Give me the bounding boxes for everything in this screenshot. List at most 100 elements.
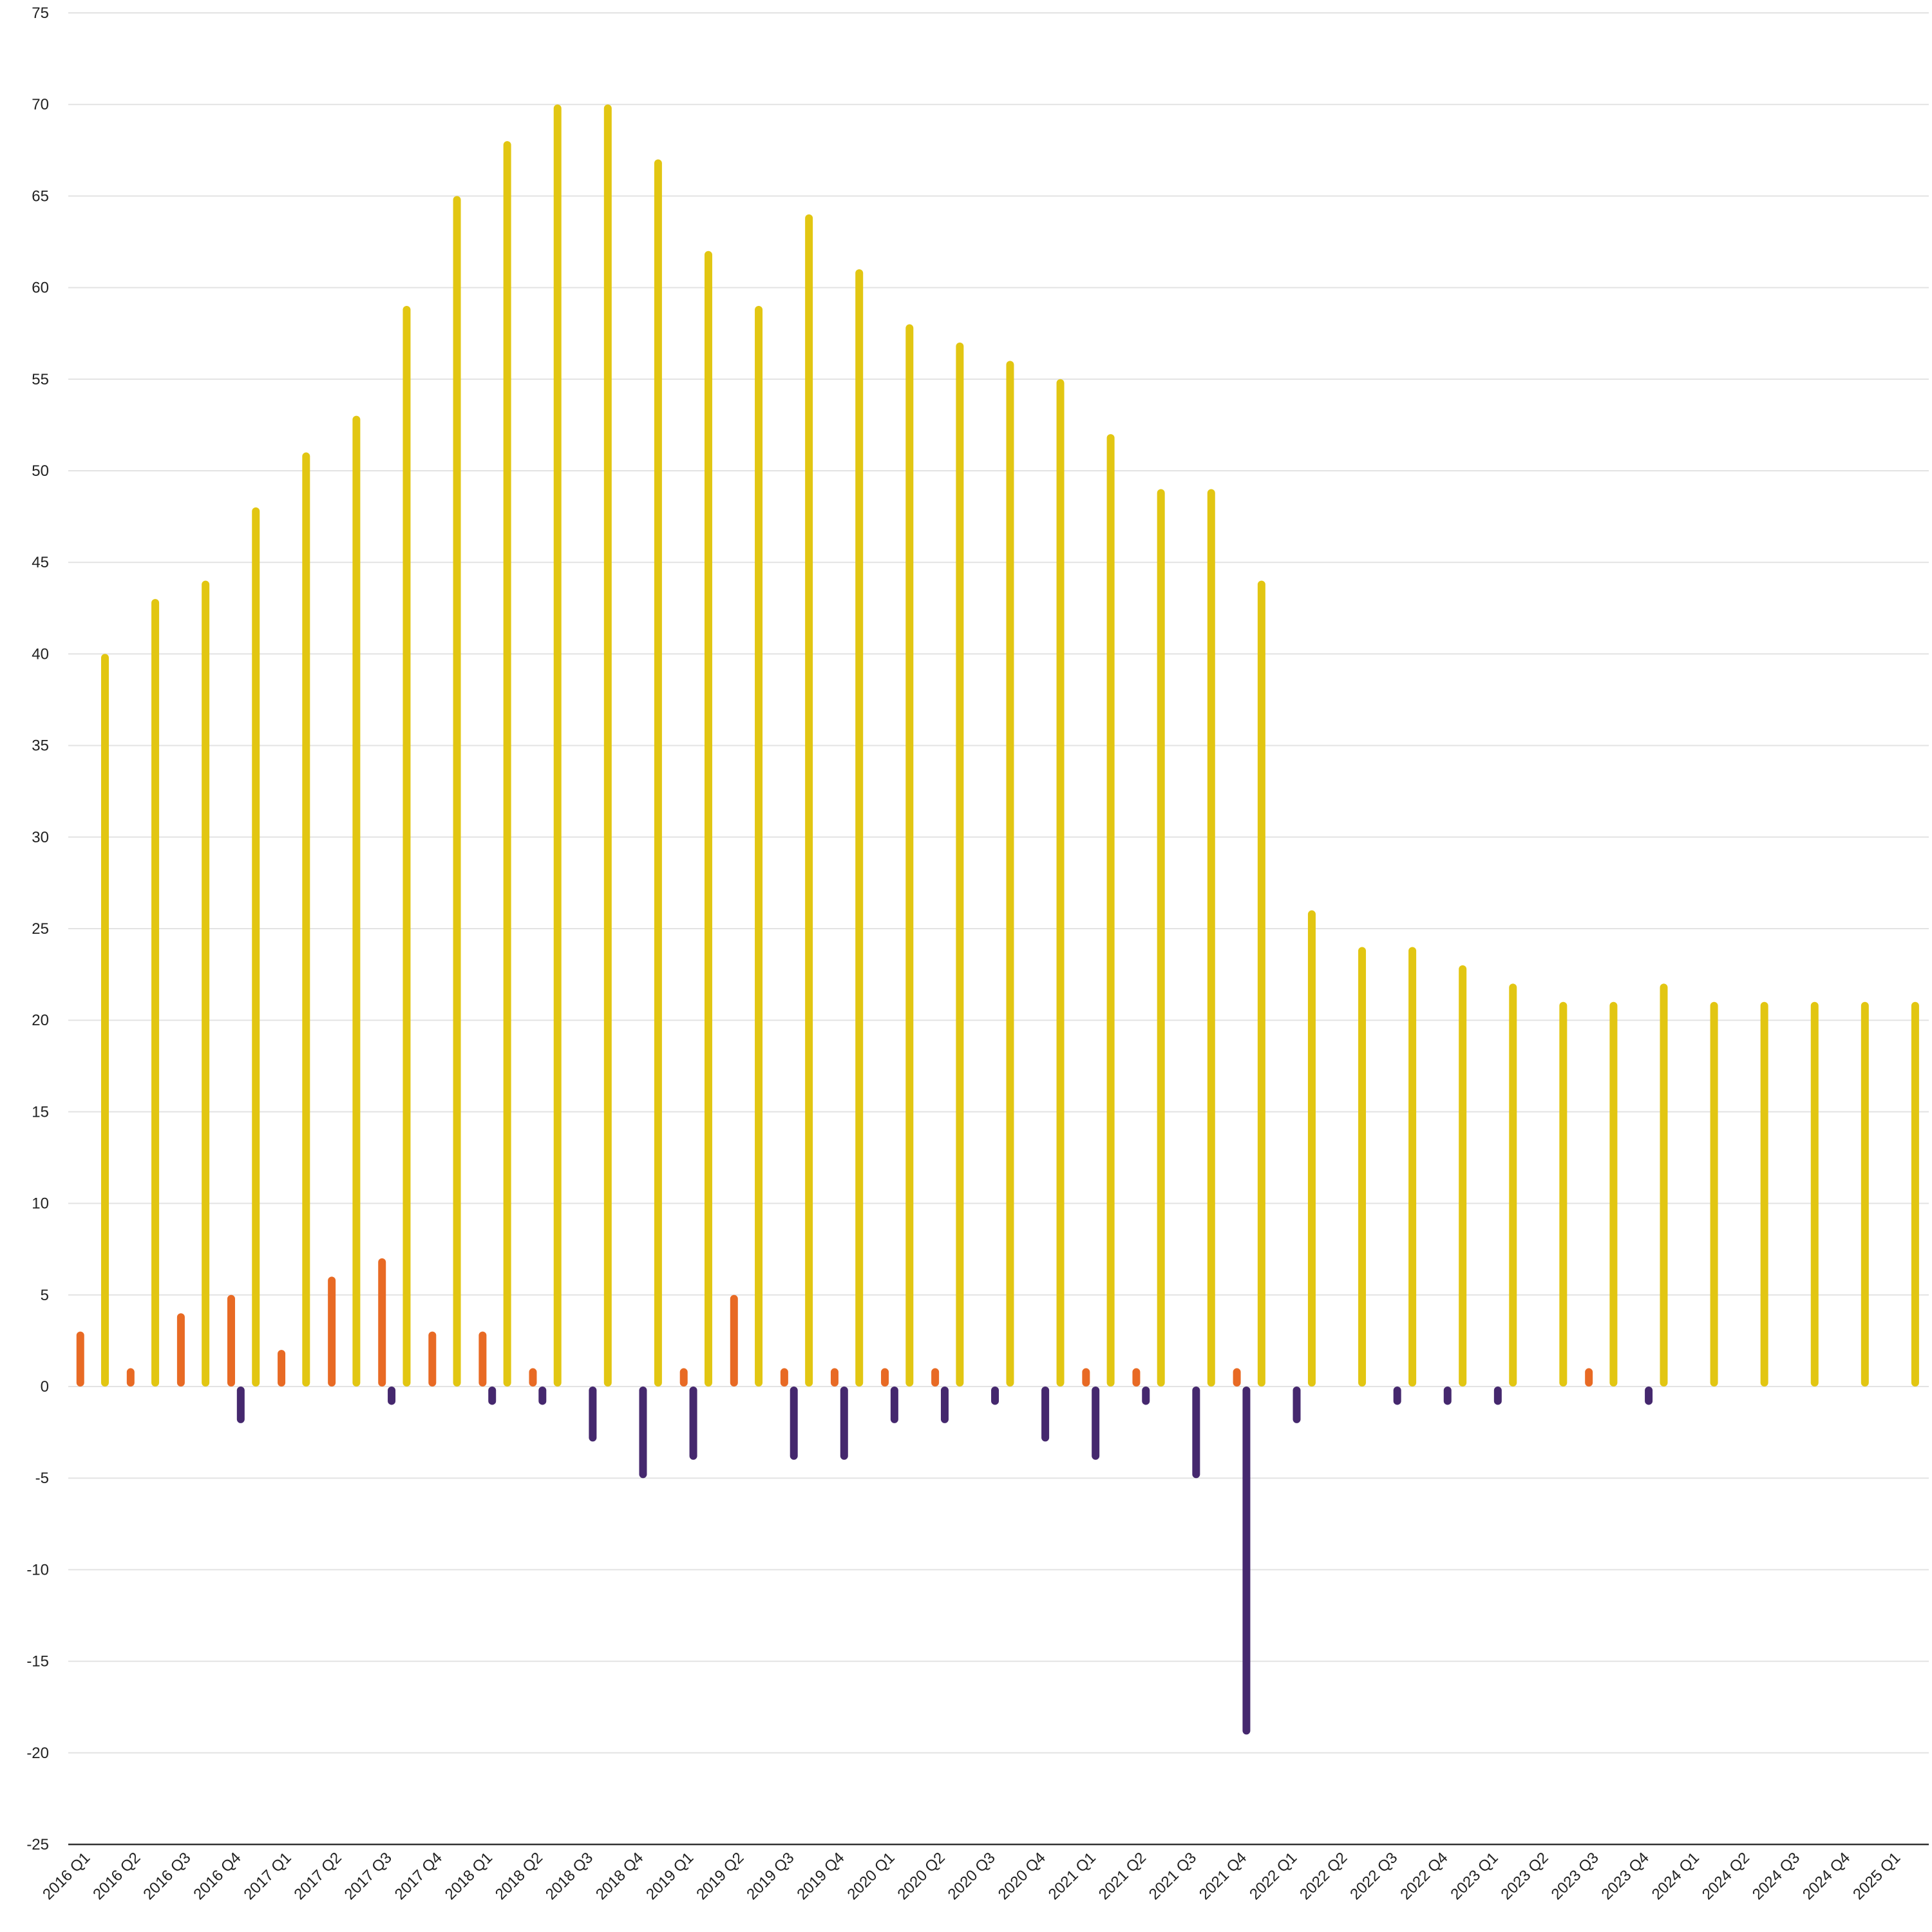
x-tick-label: 2018 Q1 — [442, 1849, 496, 1903]
bar-series-2-2020-q2 — [940, 1387, 949, 1423]
bar-series-2-2019-q3 — [790, 1387, 798, 1460]
y-tick-label: 55 — [32, 371, 49, 388]
bar-series-3-2023-q2 — [1559, 1001, 1567, 1387]
x-tick-label: 2017 Q3 — [341, 1849, 395, 1903]
bar-series-1-2020-q2 — [931, 1368, 940, 1387]
x-tick-label: 2020 Q1 — [844, 1849, 898, 1903]
bar-series-2-2018-q4 — [639, 1387, 647, 1479]
x-tick-label: 2024 Q1 — [1649, 1849, 1703, 1903]
bar-series-1-2021-q1 — [1082, 1368, 1090, 1387]
x-tick-label: 2018 Q4 — [592, 1849, 647, 1903]
y-tick-label: 40 — [32, 645, 49, 663]
x-tick-label: 2020 Q3 — [945, 1849, 999, 1903]
bar-series-2-2018-q3 — [589, 1387, 597, 1442]
x-tick-label: 2021 Q2 — [1095, 1849, 1150, 1903]
bar-series-3-2021-q2 — [1157, 489, 1165, 1387]
x-tick-label: 2024 Q2 — [1699, 1849, 1753, 1903]
bars — [76, 104, 1919, 1735]
x-tick-label: 2016 Q2 — [90, 1849, 144, 1903]
bar-series-3-2018-q4 — [654, 159, 662, 1387]
y-tick-label: 70 — [32, 96, 49, 113]
bar-series-2-2018-q2 — [538, 1387, 547, 1405]
bar-series-3-2018-q3 — [603, 104, 612, 1387]
bar-series-3-2019-q1 — [704, 251, 712, 1387]
x-tick-label: 2020 Q4 — [995, 1849, 1049, 1903]
x-tick-label: 2023 Q4 — [1598, 1849, 1653, 1903]
bar-series-2-2016-q4 — [236, 1387, 245, 1423]
bar-series-3-2019-q3 — [805, 214, 813, 1387]
bar-series-2-2018-q1 — [488, 1387, 497, 1405]
x-tick-label: 2023 Q1 — [1447, 1849, 1501, 1903]
y-tick-label: 45 — [32, 554, 49, 571]
bar-series-3-2017-q1 — [302, 452, 310, 1387]
bar-series-3-2022-q2 — [1358, 947, 1367, 1387]
bar-series-3-2019-q4 — [855, 269, 864, 1387]
y-tick-label: -10 — [26, 1561, 49, 1578]
bar-series-2-2022-q1 — [1293, 1387, 1301, 1423]
x-tick-label: 2019 Q2 — [693, 1849, 747, 1903]
y-tick-label: 60 — [32, 279, 49, 297]
bar-series-3-2018-q1 — [503, 141, 511, 1387]
bar-series-3-2021-q4 — [1257, 580, 1265, 1387]
y-tick-label: 50 — [32, 462, 49, 480]
bar-series-2-2020-q3 — [991, 1387, 999, 1405]
bar-series-1-2018-q1 — [478, 1331, 487, 1387]
bar-series-1-2019-q4 — [830, 1368, 838, 1387]
y-tick-label: 0 — [41, 1378, 49, 1396]
bar-series-3-2018-q2 — [553, 104, 562, 1387]
bar-series-3-2025-q1 — [1911, 1001, 1919, 1387]
bar-series-3-2022-q3 — [1408, 947, 1417, 1387]
bar-series-3-2024-q4 — [1861, 1001, 1869, 1387]
bar-series-2-2023-q4 — [1645, 1387, 1653, 1405]
x-tick-label: 2019 Q3 — [743, 1849, 797, 1903]
x-tick-label: 2018 Q2 — [492, 1849, 546, 1903]
bar-series-3-2016-q4 — [252, 507, 260, 1387]
y-tick-label: 35 — [32, 737, 49, 755]
bar-series-2-2023-q1 — [1493, 1387, 1502, 1405]
x-tick-label: 2025 Q1 — [1850, 1849, 1904, 1903]
bar-series-1-2018-q2 — [529, 1368, 537, 1387]
bar-series-3-2023-q1 — [1509, 983, 1517, 1387]
bar-series-2-2021-q3 — [1192, 1387, 1200, 1479]
bar-series-2-2022-q3 — [1393, 1387, 1401, 1405]
bar-series-3-2020-q1 — [905, 324, 914, 1387]
x-tick-label: 2018 Q3 — [542, 1849, 596, 1903]
bar-series-2-2020-q4 — [1041, 1387, 1050, 1442]
y-tick-label: -15 — [26, 1653, 49, 1671]
y-tick-label: -25 — [26, 1836, 49, 1853]
bar-series-3-2021-q3 — [1207, 489, 1215, 1387]
bar-series-2-2021-q2 — [1142, 1387, 1150, 1405]
bar-series-3-2023-q3 — [1609, 1001, 1618, 1387]
bar-series-2-2021-q4 — [1242, 1387, 1251, 1735]
bar-series-3-2022-q4 — [1459, 965, 1467, 1387]
bar-series-3-2016-q1 — [100, 654, 109, 1387]
bar-series-3-2020-q3 — [1006, 361, 1014, 1387]
y-tick-label: 30 — [32, 829, 49, 846]
bar-series-1-2023-q3 — [1585, 1368, 1593, 1387]
x-tick-label: 2022 Q2 — [1296, 1849, 1350, 1903]
y-tick-label: 65 — [32, 187, 49, 205]
bar-series-1-2017-q2 — [328, 1276, 336, 1387]
x-tick-label: 2017 Q2 — [291, 1849, 345, 1903]
bar-series-3-2016-q3 — [202, 580, 210, 1387]
y-tick-label: 75 — [32, 5, 49, 22]
bar-series-2-2019-q4 — [840, 1387, 848, 1460]
bar-series-3-2019-q2 — [755, 306, 763, 1387]
y-tick-label: -20 — [26, 1745, 49, 1762]
bar-series-3-2017-q3 — [402, 306, 411, 1387]
x-tick-label: 2021 Q3 — [1146, 1849, 1200, 1903]
bar-series-2-2022-q4 — [1443, 1387, 1452, 1405]
x-tick-label: 2022 Q3 — [1347, 1849, 1401, 1903]
bar-series-3-2017-q2 — [352, 415, 361, 1387]
bar-series-1-2019-q3 — [780, 1368, 788, 1387]
bar-series-1-2021-q2 — [1132, 1368, 1141, 1387]
bar-series-3-2020-q2 — [956, 342, 964, 1387]
bar-series-1-2021-q4 — [1233, 1368, 1241, 1387]
bar-series-3-2024-q2 — [1760, 1001, 1768, 1387]
x-tick-label: 2017 Q4 — [392, 1849, 446, 1903]
bar-series-1-2019-q1 — [679, 1368, 688, 1387]
x-tick-label: 2021 Q1 — [1045, 1849, 1099, 1903]
bar-series-1-2016-q3 — [176, 1313, 185, 1387]
y-tick-label: -5 — [35, 1470, 49, 1487]
